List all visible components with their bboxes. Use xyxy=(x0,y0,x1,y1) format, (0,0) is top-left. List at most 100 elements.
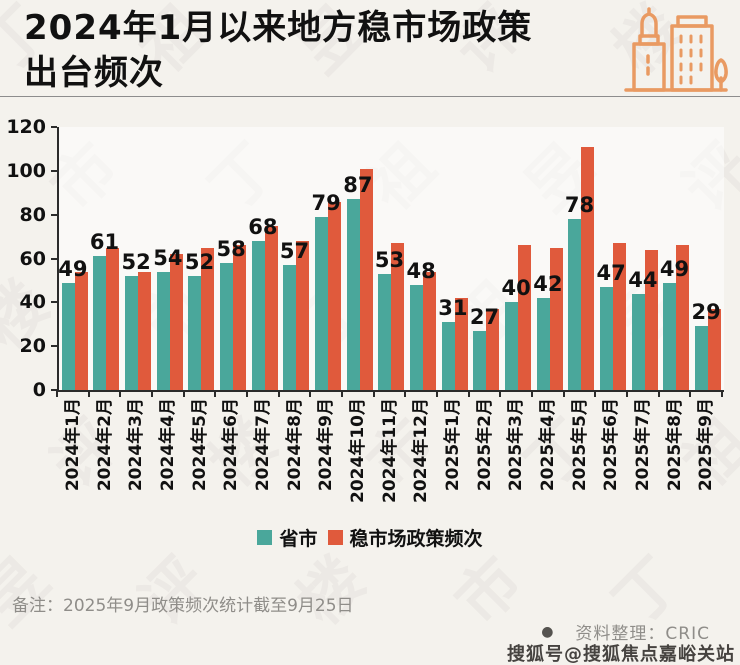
bar-value-label: 68 xyxy=(248,214,278,239)
bar-group xyxy=(281,127,313,390)
bar-value-label: 42 xyxy=(533,271,563,296)
x-tick-mark xyxy=(436,391,438,397)
bar-provinces xyxy=(156,271,170,390)
bar-provinces xyxy=(61,282,75,390)
bar-policy-frequency xyxy=(201,247,215,390)
x-tick-mark xyxy=(467,391,470,397)
x-tick-mark xyxy=(341,391,343,397)
legend-swatch-icon xyxy=(257,530,273,545)
y-tick-mark xyxy=(51,213,57,216)
x-tick-mark xyxy=(594,391,597,397)
bar-group xyxy=(344,127,376,390)
bar-policy-frequency xyxy=(613,243,627,390)
bar-policy-frequency xyxy=(708,308,722,390)
bar-value-label: 58 xyxy=(216,236,246,261)
bar-provinces xyxy=(188,276,202,390)
legend-label: 稳市场政策频次 xyxy=(349,528,483,550)
bar-group xyxy=(249,127,281,390)
bar-group xyxy=(376,127,408,390)
bar-provinces xyxy=(600,287,614,390)
bar-value-label: 52 xyxy=(121,250,151,275)
y-tick-mark xyxy=(51,389,57,391)
bar-policy-frequency xyxy=(676,245,690,390)
bar-value-label: 49 xyxy=(659,256,690,281)
y-tick-label: 0 xyxy=(32,379,46,401)
y-tick-label: 120 xyxy=(6,116,46,138)
bar-group xyxy=(661,127,693,390)
bar-policy-frequency xyxy=(233,245,247,390)
bar-value-label: 79 xyxy=(311,190,341,215)
y-tick-label: 60 xyxy=(19,247,46,270)
bar-group xyxy=(534,127,566,390)
x-tick-mark xyxy=(657,391,660,397)
bar-provinces xyxy=(410,284,424,390)
bar-policy-frequency xyxy=(74,271,88,390)
bar-policy-frequency xyxy=(549,247,563,390)
bar-provinces xyxy=(251,240,265,390)
y-tick-mark xyxy=(51,169,57,172)
bar-value-label: 57 xyxy=(279,239,310,264)
footnote: 备注：2025年9月政策频次统计截至9月25日 xyxy=(12,596,354,616)
bullet-icon: ● xyxy=(541,623,554,640)
legend-item: 稳市场政策频次 xyxy=(327,524,483,551)
source-credit: 资料整理：CRIC xyxy=(575,624,710,644)
x-tick-mark xyxy=(182,391,185,397)
bar-value-label: 48 xyxy=(406,258,436,283)
y-tick-mark xyxy=(51,301,57,304)
bar-group xyxy=(217,127,249,390)
x-tick-mark xyxy=(56,391,58,397)
plot-area xyxy=(57,127,724,392)
bar-group xyxy=(122,127,154,390)
bar-policy-frequency xyxy=(138,271,152,390)
bar-provinces xyxy=(283,265,297,390)
bar-value-label: 49 xyxy=(58,256,88,281)
x-tick-mark xyxy=(309,391,312,397)
chart-legend: 省市 稳市场政策频次 xyxy=(0,524,740,551)
bar-policy-frequency xyxy=(423,271,437,390)
y-tick-mark xyxy=(51,126,57,128)
bar-provinces xyxy=(315,216,329,390)
bar-group xyxy=(407,127,439,390)
legend-item: 省市 xyxy=(257,524,318,551)
bar-policy-frequency xyxy=(518,245,532,390)
bar-provinces xyxy=(473,330,487,390)
bar-policy-frequency xyxy=(486,308,500,390)
x-tick-mark xyxy=(499,391,502,397)
bar-group xyxy=(154,127,186,390)
bar-group xyxy=(312,127,344,390)
page-title: 2024年1月以来地方稳市场政策 出台频次 xyxy=(24,6,532,96)
x-tick-mark xyxy=(214,391,217,397)
bar-policy-frequency xyxy=(264,225,278,390)
x-tick-mark xyxy=(87,391,90,397)
x-tick-mark xyxy=(119,391,122,397)
bar-group xyxy=(629,127,661,390)
bar-policy-frequency xyxy=(106,247,120,390)
bar-group xyxy=(59,127,91,390)
y-tick-label: 20 xyxy=(19,335,46,358)
buildings-icon xyxy=(624,7,728,92)
bar-policy-frequency xyxy=(359,168,373,390)
title-line-2: 出台频次 xyxy=(24,53,164,93)
bar-value-label: 27 xyxy=(469,304,500,329)
sohu-account-watermark: 搜狐号@搜狐焦点嘉峪关站 xyxy=(507,644,735,665)
bar-policy-frequency xyxy=(454,297,468,390)
bar-provinces xyxy=(441,322,455,390)
y-tick-label: 40 xyxy=(19,291,46,314)
legend-swatch-icon xyxy=(327,530,343,545)
bar-chart: 0 20 40 60 80 100 120 49 2024年1月 61 2024年2月 52 2024年… xyxy=(6,116,724,503)
bar-value-label: 31 xyxy=(438,296,468,321)
x-tick-mark xyxy=(689,391,692,397)
bar-provinces xyxy=(378,273,392,390)
y-tick-mark xyxy=(51,345,57,348)
bar-group xyxy=(502,127,534,390)
x-tick-mark xyxy=(562,391,565,397)
bar-group xyxy=(566,127,598,390)
title-line-1: 2024年1月以来地方稳市场政策 xyxy=(24,8,533,48)
bar-value-label: 87 xyxy=(343,173,373,198)
x-tick-mark xyxy=(246,391,248,397)
bar-provinces xyxy=(220,262,234,390)
bar-policy-frequency xyxy=(391,243,405,390)
bar-value-label: 44 xyxy=(628,267,658,292)
x-tick-mark xyxy=(531,391,533,397)
